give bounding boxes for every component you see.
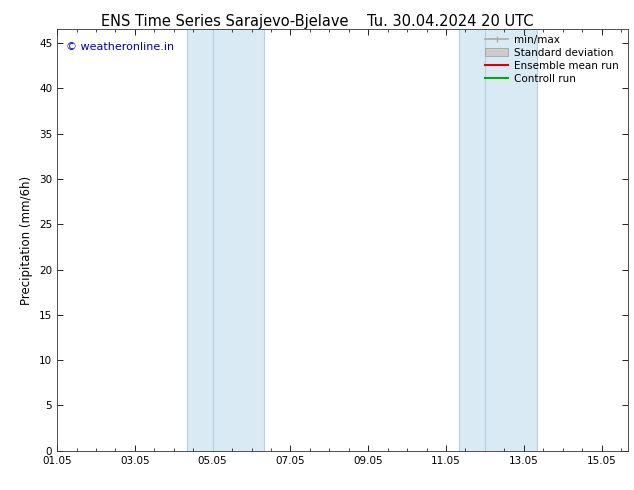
Bar: [459, 29, 536, 451]
Text: ENS Time Series Sarajevo-Bjelave    Tu. 30.04.2024 20 UTC: ENS Time Series Sarajevo-Bjelave Tu. 30.…: [101, 14, 533, 29]
Legend: min/max, Standard deviation, Ensemble mean run, Controll run: min/max, Standard deviation, Ensemble me…: [481, 30, 623, 88]
Y-axis label: Precipitation (mm/6h): Precipitation (mm/6h): [20, 175, 34, 305]
Text: © weatheronline.in: © weatheronline.in: [66, 42, 174, 52]
Bar: [186, 29, 264, 451]
